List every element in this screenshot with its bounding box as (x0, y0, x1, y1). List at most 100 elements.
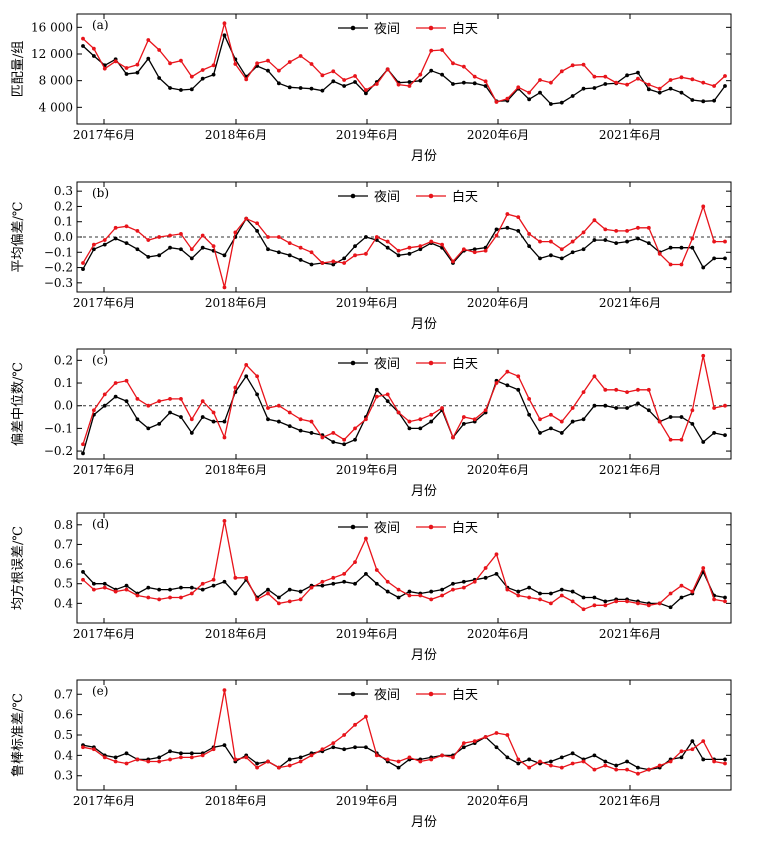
panel-label: (d) (92, 517, 109, 531)
data-point-day (255, 374, 260, 379)
data-point-day (451, 259, 455, 264)
data-point-day (374, 753, 379, 758)
data-point-day (592, 603, 597, 608)
data-point-day (690, 77, 695, 82)
data-point-night (146, 426, 151, 431)
data-point-night (559, 755, 564, 760)
data-point-day (342, 437, 347, 442)
data-point-night (157, 421, 162, 426)
data-point-night (614, 763, 619, 768)
data-point-night (168, 410, 172, 415)
legend-label: 白天 (452, 520, 478, 536)
data-point-night (298, 428, 303, 433)
data-point-night (407, 426, 412, 431)
data-point-day (494, 381, 499, 385)
data-point-night (614, 406, 619, 410)
data-point-night (625, 239, 629, 244)
data-point-night (723, 757, 727, 762)
data-point-night (559, 431, 564, 435)
y-axis-label: 平均偏差/℃ (11, 202, 26, 273)
data-point-day (461, 415, 466, 419)
data-point-night (342, 256, 347, 261)
data-point-day (255, 765, 260, 770)
data-point-day (168, 396, 172, 401)
data-point-day (287, 410, 292, 415)
data-point-night (331, 745, 336, 750)
data-point-day (679, 262, 684, 267)
data-point-day (113, 589, 118, 594)
data-point-day (353, 426, 357, 431)
data-point-day (614, 228, 619, 233)
panel-label: (a) (92, 18, 109, 32)
data-point-night (527, 97, 532, 102)
data-point-day (494, 731, 499, 735)
data-point-day (570, 406, 575, 410)
data-point-day (657, 86, 662, 91)
y-tick-label: 16 000 (31, 20, 73, 34)
data-point-night (548, 759, 553, 764)
series-line-day (82, 520, 726, 611)
data-point-day (603, 387, 608, 392)
data-point-day (396, 759, 401, 764)
data-point-day (657, 601, 662, 606)
data-point-night (625, 73, 629, 78)
data-point-night (266, 68, 270, 73)
data-point-night (396, 253, 401, 258)
data-point-day (266, 235, 270, 239)
data-point-day (331, 431, 336, 435)
data-point-day (668, 759, 673, 764)
data-point-day (679, 437, 684, 442)
legend-label: 白天 (452, 189, 478, 205)
data-point-night (276, 595, 281, 600)
legend-marker (428, 25, 434, 31)
data-point-night (538, 591, 542, 596)
data-point-day (374, 235, 379, 239)
y-tick-label: 0.1 (54, 376, 73, 390)
data-point-night (538, 90, 542, 95)
y-axis-label: 匹配量/组 (11, 41, 26, 97)
data-point-night (527, 412, 532, 417)
y-tick-label: 0.4 (54, 596, 73, 610)
data-point-day (538, 78, 542, 82)
data-point-night (723, 595, 727, 600)
legend-label: 白天 (452, 356, 478, 372)
data-point-day (581, 759, 586, 764)
data-point-day (636, 225, 640, 230)
data-point-night (287, 85, 292, 90)
data-point-night (124, 241, 129, 246)
data-point-day (244, 216, 249, 221)
data-point-night (179, 88, 183, 92)
data-point-day (146, 759, 151, 764)
data-point-night (255, 761, 260, 766)
data-point-day (657, 763, 662, 768)
data-point-day (440, 242, 444, 247)
x-tick-label: 2019年6月 (336, 463, 398, 477)
data-point-day (603, 227, 608, 232)
data-point-night (592, 595, 597, 600)
data-point-day (723, 599, 727, 604)
data-point-day (723, 403, 727, 408)
data-point-night (701, 757, 706, 762)
data-point-day (483, 248, 488, 253)
data-point-day (418, 759, 423, 764)
data-point-day (592, 767, 597, 772)
data-point-night (690, 245, 695, 250)
data-point-day (548, 412, 553, 417)
data-point-day (657, 419, 662, 424)
data-point-day (113, 759, 118, 764)
data-point-day (548, 763, 553, 768)
data-point-day (429, 757, 434, 762)
data-point-night (548, 426, 553, 431)
data-point-day (690, 747, 695, 752)
data-point-day (364, 536, 368, 541)
data-point-day (679, 75, 684, 80)
data-point-day (211, 63, 216, 68)
data-point-day (505, 587, 510, 592)
data-point-night (548, 102, 553, 106)
data-point-night (527, 585, 532, 590)
legend-marker (428, 193, 434, 199)
data-point-night (483, 84, 488, 88)
data-point-day (157, 759, 162, 764)
data-point-day (461, 585, 466, 590)
data-point-day (625, 599, 629, 604)
